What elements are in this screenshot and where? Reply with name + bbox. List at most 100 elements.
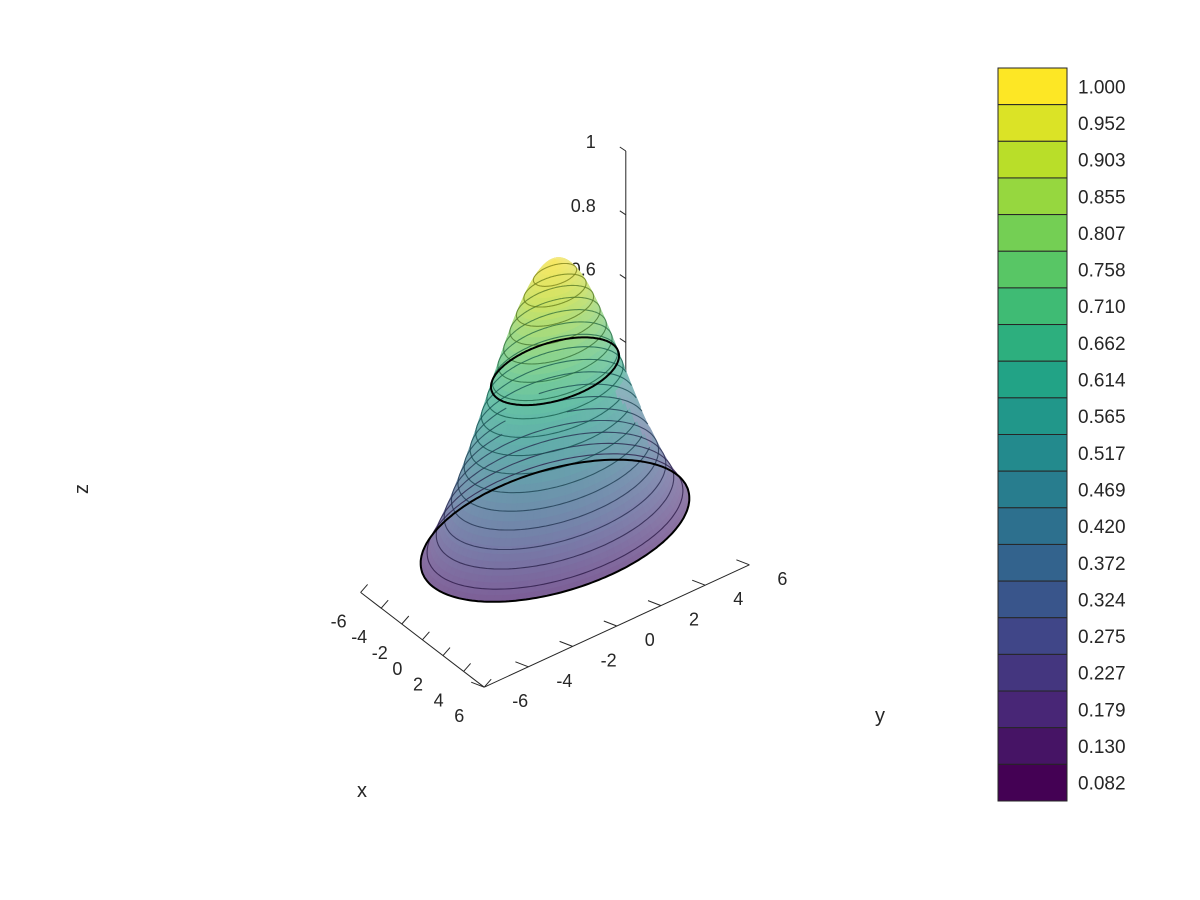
x-tick: [380, 599, 389, 609]
surface-patch: [546, 489, 554, 501]
colorbar-swatch: [997, 434, 1068, 472]
surface-patch: [523, 536, 533, 546]
colorbar-tick-label: 0.565: [1078, 407, 1126, 428]
colorbar-tick-label: 0.517: [1078, 444, 1126, 465]
colorbar-swatch: [997, 727, 1068, 765]
surface-patch: [531, 526, 540, 538]
surface-patch: [553, 410, 559, 423]
z-tick-label: 1: [586, 132, 596, 152]
colorbar-tick-label: 0.082: [1078, 774, 1126, 795]
colorbar-swatch: [997, 67, 1068, 106]
y-tick-label: 6: [777, 569, 787, 589]
colorbar-tick-label: 1.000: [1078, 77, 1126, 98]
colorbar-tick-label: 0.324: [1078, 590, 1126, 611]
y-tick-label: -4: [556, 671, 572, 691]
colorbar-swatch: [997, 140, 1068, 179]
surface-patch: [532, 509, 541, 521]
y-tick: [559, 640, 573, 647]
surface-patch: [546, 470, 554, 483]
x-tick-label: -6: [331, 611, 347, 631]
surface-patch: [566, 415, 573, 429]
colorbar-tick-label: 0.420: [1078, 517, 1126, 538]
colorbar-swatch: [997, 104, 1068, 142]
z-tick-label: 0.8: [571, 196, 596, 216]
y-tick: [603, 620, 617, 627]
y-axis-label: y: [875, 705, 885, 727]
x-tick: [463, 663, 471, 672]
x-tick-label: 6: [454, 706, 464, 726]
colorbar-swatch: [997, 250, 1068, 289]
colorbar-swatch: [997, 507, 1068, 545]
colorbar-tick-label: 0.855: [1078, 187, 1126, 208]
colorbar-tick-label: 0.227: [1078, 664, 1126, 685]
y-tick: [647, 600, 662, 607]
surface-patch: [552, 469, 560, 481]
colorbar-swatch: [997, 580, 1068, 619]
surface-patch: [552, 449, 559, 462]
surface-patch: [557, 379, 562, 392]
surface-patch: [549, 381, 555, 394]
surface-patch: [560, 378, 566, 391]
surface-patch: [556, 342, 561, 354]
colorbar-tick-label: 0.807: [1078, 224, 1126, 245]
x-tick: [442, 647, 451, 656]
colorbar-swatch: [997, 543, 1068, 582]
surface-patch: [530, 535, 540, 546]
surface-patch: [541, 471, 548, 484]
y-tick: [736, 559, 750, 566]
surface: [419, 257, 691, 603]
surface-patch: [539, 508, 547, 520]
colorbar-swatch: [997, 214, 1068, 252]
colorbar-tick-label: 0.710: [1078, 297, 1126, 318]
surface-patch: [553, 380, 558, 393]
colorbar-tick-label: 0.179: [1078, 700, 1126, 721]
colorbar-tick-label: 0.952: [1078, 114, 1126, 135]
colorbar-tick-label: 0.614: [1078, 371, 1126, 392]
colorbar-swatch: [997, 653, 1068, 692]
y-tick-label: 4: [733, 589, 743, 609]
y-tick-label: -6: [512, 691, 528, 711]
colorbar-swatch: [997, 470, 1068, 509]
x-tick: [483, 678, 492, 688]
colorbar-tick-label: 0.758: [1078, 261, 1126, 282]
colorbar-tick-label: 0.372: [1078, 554, 1126, 575]
surface-patch: [522, 552, 531, 562]
colorbar-swatch: [997, 690, 1068, 729]
z-tick: [619, 337, 627, 343]
colorbar-swatch: [997, 763, 1068, 802]
x-tick: [422, 631, 430, 641]
z-tick: [619, 210, 627, 216]
surface-patch: [542, 452, 549, 464]
colorbar-swatch: [997, 360, 1068, 399]
surface-patch: [540, 490, 548, 502]
colorbar-swatch: [997, 617, 1068, 655]
surface-patch: [548, 411, 554, 424]
x-axis-line: [360, 592, 485, 688]
x-tick-label: -4: [351, 627, 367, 647]
colorbar-swatch: [997, 177, 1068, 216]
y-tick-label: 2: [689, 610, 699, 630]
colorbar-tick-label: 0.130: [1078, 737, 1126, 758]
x-tick-label: -2: [372, 643, 388, 663]
z-tick: [619, 146, 627, 152]
colorbar-tick-label: 0.275: [1078, 627, 1126, 648]
x-tick-label: 4: [434, 690, 444, 710]
y-tick-label: 0: [645, 630, 655, 650]
colorbar-swatch: [997, 324, 1068, 362]
x-tick: [360, 584, 368, 593]
z-axis-label: z: [71, 484, 93, 494]
surface-patch: [535, 472, 543, 484]
x-tick-label: 0: [392, 659, 402, 679]
colorbar: 1.000 0.952 0.903 0.855 0.807 0.758 0.710 0.662…: [997, 67, 1126, 802]
x-tick-label: 2: [413, 675, 423, 695]
colorbar-swatch: [997, 397, 1068, 436]
x-tick: [401, 615, 410, 625]
x-axis-label: x: [357, 780, 367, 802]
colorbar-tick-label: 0.903: [1078, 151, 1126, 172]
colorbar-swatch: [997, 287, 1068, 326]
colorbar-tick-label: 0.469: [1078, 481, 1126, 502]
y-tick: [515, 661, 529, 668]
y-tick-label: -2: [601, 650, 617, 670]
